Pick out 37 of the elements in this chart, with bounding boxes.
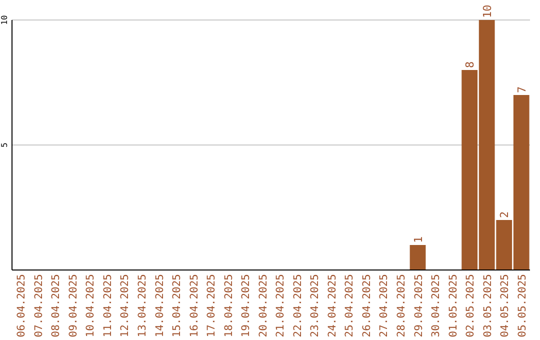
data-label: 8 (464, 61, 477, 68)
data-label: 2 (498, 211, 512, 218)
x-tick-label: 16.04.2025 (188, 274, 200, 338)
x-tick-label: 28.04.2025 (396, 274, 408, 338)
x-tick-label: 23.04.2025 (309, 274, 322, 338)
data-label: 7 (515, 86, 528, 93)
data-label: 10 (480, 4, 494, 18)
x-tick-label: 19.04.2025 (240, 274, 252, 338)
x-tick-label: 11.04.2025 (102, 274, 114, 338)
x-tick-label: 13.04.2025 (136, 274, 148, 338)
x-tick-label: 20.04.2025 (257, 274, 270, 338)
x-tick-label: 03.05.2025 (482, 274, 494, 338)
bar (410, 245, 426, 270)
x-tick-label: 18.04.2025 (222, 274, 235, 338)
x-tick-label: 15.04.2025 (171, 274, 184, 338)
x-tick-label: 30.04.2025 (430, 274, 442, 338)
x-tick-label: 14.04.2025 (154, 274, 166, 338)
y-tick-label: 5 (0, 142, 9, 148)
x-tick-label: 26.04.2025 (360, 274, 373, 338)
x-tick-label: 29.04.2025 (412, 274, 425, 338)
x-tick-label: 22.04.2025 (292, 274, 304, 338)
x-tick-label: 06.04.2025 (16, 274, 28, 338)
x-tick-label: 04.05.2025 (499, 274, 512, 338)
x-tick-label: 12.04.2025 (119, 274, 132, 338)
x-tick-label: 10.04.2025 (84, 274, 97, 338)
x-tick-label: 07.04.2025 (32, 274, 45, 338)
x-tick-label: 27.04.2025 (378, 274, 390, 338)
x-tick-label: 21.04.2025 (274, 274, 287, 338)
x-tick-label: 08.04.2025 (50, 274, 62, 338)
x-tick-label: 01.05.2025 (447, 274, 460, 338)
x-tick-label: 17.04.2025 (206, 274, 218, 338)
data-label: 1 (412, 236, 425, 243)
x-tick-label: 25.04.2025 (344, 274, 356, 338)
x-tick-label: 05.05.2025 (516, 274, 528, 338)
x-tick-label: 02.05.2025 (464, 274, 477, 338)
x-tick-label: 09.04.2025 (67, 274, 80, 338)
x-tick-label: 24.04.2025 (326, 274, 338, 338)
